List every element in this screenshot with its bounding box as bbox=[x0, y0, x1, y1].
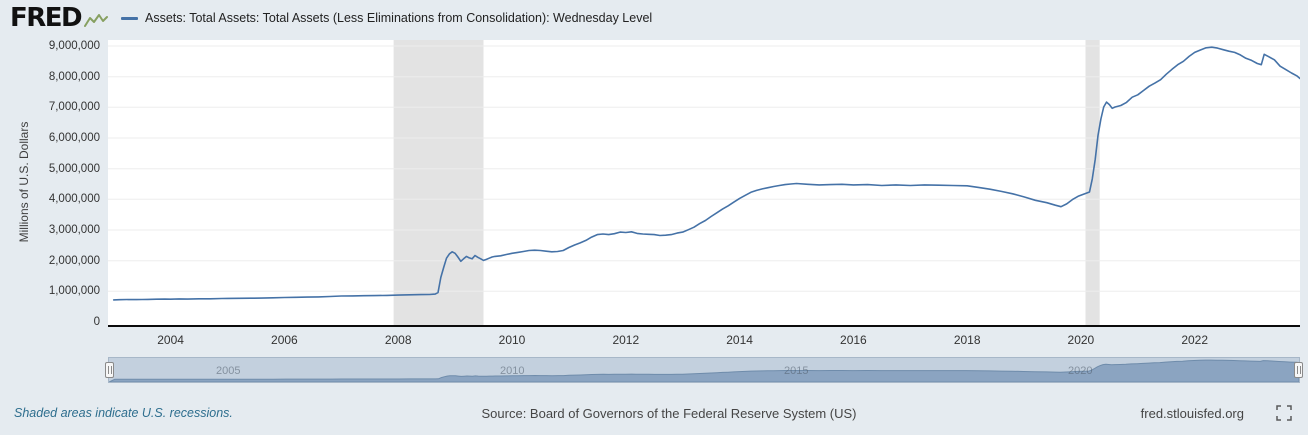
source-text: Source: Board of Governors of the Federa… bbox=[481, 406, 857, 421]
y-tick-label: 5,000,000 bbox=[48, 162, 100, 175]
recession-band bbox=[393, 40, 484, 325]
y-tick-label: 8,000,000 bbox=[48, 70, 100, 83]
header: FRED Assets: Total Assets: Total Assets … bbox=[0, 0, 1308, 36]
slider-year-label: 2005 bbox=[216, 365, 241, 377]
fred-logo-sparkline-icon bbox=[84, 14, 109, 27]
x-axis-labels: 2004 2006 2008 2010 2012 2014 2016 2018 2020 2022 bbox=[108, 333, 1300, 349]
x-tick-label: 2020 bbox=[1067, 333, 1095, 347]
y-tick-label: 2,000,000 bbox=[48, 254, 100, 267]
plot-area[interactable] bbox=[108, 40, 1300, 327]
fullscreen-button[interactable] bbox=[1272, 402, 1296, 426]
fullscreen-icon bbox=[1276, 404, 1292, 421]
slider-left-handle[interactable] bbox=[105, 362, 114, 378]
y-tick-label: 9,000,000 bbox=[48, 40, 100, 52]
fred-logo-text: FRED bbox=[10, 3, 83, 33]
site-link[interactable]: fred.stlouisfed.org bbox=[1140, 406, 1244, 421]
line-chart-svg bbox=[108, 40, 1300, 325]
slider-area-series bbox=[109, 359, 1299, 382]
y-tick-label: 0 bbox=[93, 316, 100, 328]
x-tick-label: 2014 bbox=[726, 333, 753, 347]
y-tick-label: 1,000,000 bbox=[48, 285, 100, 298]
recession-note: Shaded areas indicate U.S. recessions. bbox=[14, 406, 233, 420]
x-tick-label: 2004 bbox=[157, 333, 184, 347]
slider-year-label: 2020 bbox=[1068, 365, 1093, 377]
series-legend-label: Assets: Total Assets: Total Assets (Less… bbox=[145, 11, 653, 25]
fred-logo[interactable]: FRED bbox=[10, 3, 109, 33]
date-range-slider[interactable]: 2005 2010 2015 2020 bbox=[105, 357, 1303, 383]
data-line bbox=[112, 46, 1300, 301]
x-tick-label: 2012 bbox=[612, 333, 640, 347]
x-tick-label: 2016 bbox=[840, 333, 867, 347]
slider-year-labels: 2005 2010 2015 2020 bbox=[109, 358, 1299, 382]
recession-band bbox=[1085, 40, 1100, 325]
x-tick-label: 2006 bbox=[271, 333, 298, 347]
x-tick-label: 2008 bbox=[384, 333, 412, 347]
x-tick-label: 2018 bbox=[953, 333, 981, 347]
slider-year-label: 2015 bbox=[784, 365, 809, 377]
y-tick-label: 4,000,000 bbox=[48, 193, 100, 206]
slider-year-label: 2010 bbox=[500, 365, 525, 377]
chart-region: Millions of U.S. Dollars 0 1,000,000 2,000… bbox=[0, 36, 1308, 352]
series-legend-color-line bbox=[121, 16, 138, 20]
slider-minichart-svg bbox=[109, 359, 1299, 382]
x-tick-label: 2022 bbox=[1181, 333, 1209, 347]
y-tick-label: 3,000,000 bbox=[48, 224, 100, 236]
y-tick-label: 7,000,000 bbox=[48, 101, 100, 114]
slider-right-handle[interactable] bbox=[1294, 362, 1303, 378]
series-legend: Assets: Total Assets: Total Assets (Less… bbox=[121, 11, 652, 25]
y-tick-label: 6,000,000 bbox=[48, 132, 100, 144]
x-tick-label: 2010 bbox=[498, 333, 526, 347]
y-axis-labels: 0 1,000,000 2,000,000 3,000,000 4,000,000 5,0… bbox=[0, 40, 100, 328]
footer: Shaded areas indicate U.S. recessions. S… bbox=[0, 393, 1308, 435]
